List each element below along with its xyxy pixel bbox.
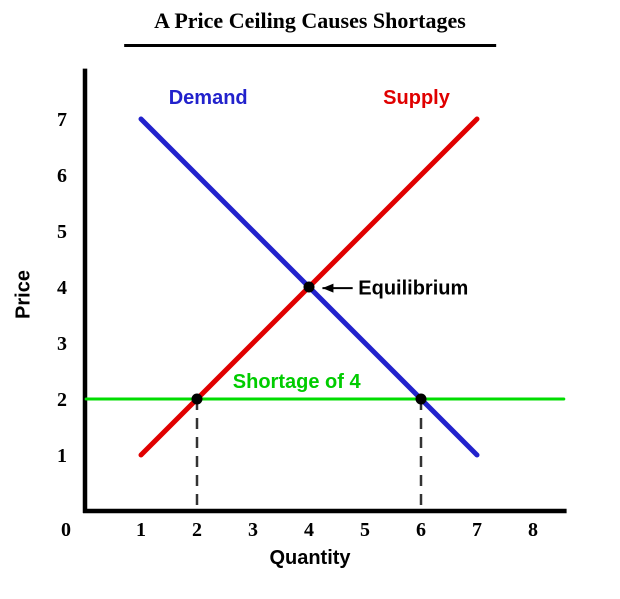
x-tick-label: 1 (136, 519, 146, 541)
annotation-label: Equilibrium (358, 277, 468, 299)
demand-label: Demand (169, 87, 248, 109)
y-tick-label: 5 (57, 221, 67, 243)
x-tick-label: 2 (192, 519, 202, 541)
y-axis-label: Price (12, 270, 35, 319)
x-tick-label: 5 (360, 519, 370, 541)
y-tick-label: 6 (57, 165, 67, 187)
y-tick-label: 4 (57, 277, 67, 299)
supply-label: Supply (383, 87, 451, 109)
price-ceiling-label: Shortage of 4 (233, 371, 362, 393)
annotation-arrowhead (322, 283, 334, 293)
x-tick-label: 3 (248, 519, 258, 541)
x-axis-label: Quantity (269, 547, 351, 569)
chart-title: A Price Ceiling Causes Shortages (124, 8, 496, 47)
y-tick-label: 2 (57, 389, 67, 411)
x-tick-label: 7 (472, 519, 482, 541)
y-tick-label: 1 (57, 445, 67, 467)
y-tick-label: 7 (57, 109, 67, 131)
x-tick-label: 6 (416, 519, 426, 541)
data-point (303, 281, 315, 293)
y-tick-label: 3 (57, 333, 67, 355)
x-tick-label: 4 (304, 519, 314, 541)
data-point (415, 393, 427, 405)
data-point (191, 393, 203, 405)
x-tick-label: 8 (528, 519, 538, 541)
origin-tick-label: 0 (61, 519, 71, 541)
